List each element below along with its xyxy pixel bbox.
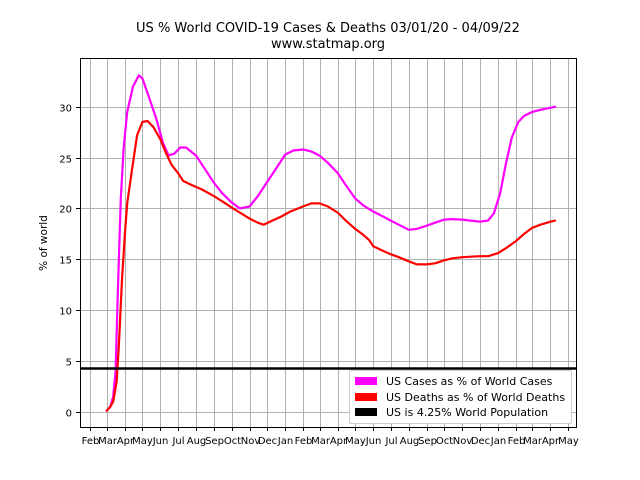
x-tick-label: Nov	[453, 436, 473, 447]
legend-label-population: US is 4.25% World Population	[386, 406, 549, 419]
x-tick-label: Feb	[295, 436, 313, 447]
y-tick-label: 25	[59, 155, 72, 166]
x-tick-label: Apr	[117, 436, 135, 447]
x-tick-label: Aug	[400, 436, 420, 447]
legend: US Cases as % of World Cases US Deaths a…	[349, 370, 572, 424]
x-tick-label: Dec	[258, 436, 277, 447]
series-deaths-line	[105, 119, 557, 412]
x-tick-label: Feb	[508, 436, 526, 447]
x-tick-label: Feb	[82, 436, 100, 447]
x-tick-label: Jul	[171, 436, 184, 447]
x-tick-label: May	[132, 436, 153, 447]
x-tick-label: Oct	[436, 436, 453, 447]
x-tick-label: Sep	[418, 436, 437, 447]
legend-swatch-cases	[355, 377, 377, 385]
legend-label-cases: US Cases as % of World Cases	[386, 375, 553, 388]
x-tick-label: Nov	[241, 436, 261, 447]
series-cases-line	[105, 74, 557, 412]
y-tick-label: 0	[66, 409, 72, 420]
x-tick-label: Mar	[98, 436, 118, 447]
y-tick-label: 20	[59, 205, 72, 216]
x-tick-label: Apr	[330, 436, 348, 447]
x-tick-label: Mar	[523, 436, 543, 447]
chart-subtitle: www.statmap.org	[270, 37, 386, 52]
x-tick-label: Jul	[384, 436, 397, 447]
y-tick-label: 15	[59, 256, 72, 267]
legend-swatch-deaths	[355, 393, 377, 401]
y-tick-label: 5	[66, 358, 72, 369]
x-tick-label: Dec	[471, 436, 490, 447]
x-tick-label: Aug	[187, 436, 207, 447]
series-layer	[80, 74, 576, 412]
legend-swatch-population	[355, 408, 377, 416]
x-tick-label: Apr	[542, 436, 560, 447]
x-tick-label: Sep	[205, 436, 224, 447]
x-tick-label: Jun	[152, 436, 169, 447]
legend-label-deaths: US Deaths as % of World Deaths	[386, 391, 566, 404]
x-tick-label: Jan	[490, 436, 506, 447]
x-tick-label: May	[345, 436, 366, 447]
x-tick-label: Mar	[311, 436, 331, 447]
y-tick-label: 30	[59, 104, 72, 115]
x-tick-label: Jun	[365, 436, 382, 447]
chart-title: US % World COVID-19 Cases & Deaths 03/01…	[136, 21, 520, 36]
plot-frame	[80, 58, 577, 428]
grid-lines	[80, 58, 576, 427]
x-tick-label: May	[558, 436, 579, 447]
x-tick-label: Jan	[277, 436, 293, 447]
x-tick-label: Oct	[224, 436, 241, 447]
y-axis-label: % of world	[38, 215, 50, 271]
y-tick-label: 10	[59, 307, 72, 318]
